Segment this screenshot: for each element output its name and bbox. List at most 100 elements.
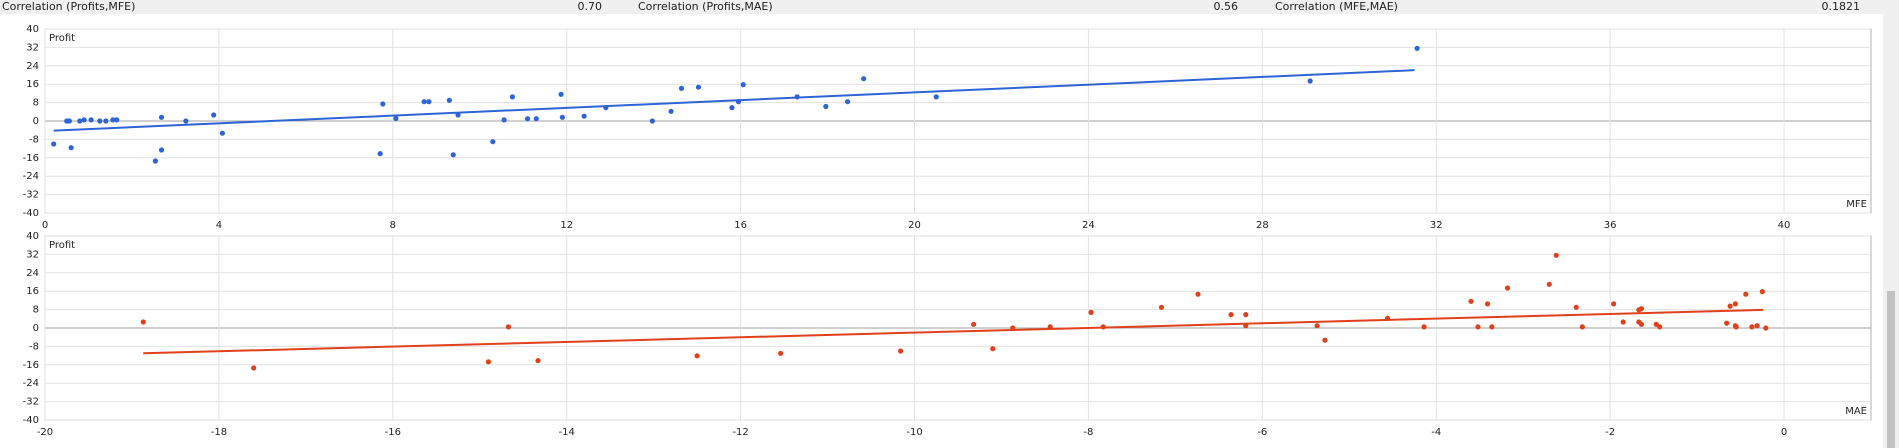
- x-tick-label: -16: [385, 427, 401, 438]
- point: [1314, 323, 1320, 329]
- x-tick-label: -2: [1605, 427, 1615, 438]
- x-tick-label: 40: [1778, 220, 1791, 231]
- point: [380, 101, 386, 107]
- point: [1724, 320, 1730, 326]
- y-tick-label: -8: [29, 134, 39, 145]
- y-tick-label: 40: [26, 231, 39, 242]
- point: [393, 115, 399, 122]
- corr-label: Correlation (Profits,MAE): [638, 0, 773, 13]
- point: [490, 139, 496, 145]
- point: [535, 358, 541, 364]
- point: [1579, 324, 1585, 330]
- point: [933, 94, 939, 100]
- x-tick-label: -12: [732, 427, 748, 438]
- point: [1759, 289, 1765, 295]
- point: [990, 346, 996, 352]
- point: [1743, 291, 1749, 297]
- point: [97, 118, 103, 124]
- point: [1657, 324, 1663, 330]
- point: [421, 99, 427, 105]
- y-tick-label: 8: [33, 98, 39, 109]
- point: [219, 130, 225, 136]
- point: [823, 103, 829, 110]
- y-tick-label: -16: [23, 153, 39, 164]
- x-tick-label: -14: [559, 427, 575, 438]
- corr-label: Correlation (Profits,MFE): [2, 0, 135, 13]
- point: [1638, 321, 1645, 327]
- point: [77, 118, 83, 124]
- y-axis-label: Profit: [49, 240, 75, 251]
- point: [1504, 285, 1511, 291]
- x-tick-label: 32: [1430, 220, 1443, 231]
- point: [450, 152, 456, 158]
- x-tick-label: -18: [211, 427, 227, 438]
- x-tick-label: 0: [42, 220, 48, 231]
- y-tick-label: 0: [33, 323, 39, 334]
- y-tick-label: 8: [33, 305, 39, 316]
- corr-value: 0.56: [1214, 0, 1239, 13]
- y-tick-label: -8: [29, 341, 39, 352]
- point: [446, 97, 452, 103]
- x-tick-label: 0: [1781, 427, 1787, 438]
- x-tick-label: 20: [908, 220, 921, 231]
- x-tick-label: 28: [1256, 220, 1269, 231]
- point: [509, 94, 515, 100]
- x-tick-label: 8: [390, 220, 396, 231]
- point: [1468, 298, 1474, 304]
- point: [1620, 319, 1626, 325]
- point: [158, 114, 165, 120]
- point: [377, 151, 383, 157]
- scrollbar-thumb[interactable]: [1887, 291, 1895, 448]
- point: [211, 112, 217, 118]
- y-tick-label: -40: [23, 415, 39, 426]
- point: [1307, 78, 1313, 84]
- y-tick-label: 40: [26, 24, 39, 35]
- point: [110, 117, 116, 123]
- x-tick-label: 12: [560, 220, 573, 231]
- point: [740, 82, 746, 88]
- point: [158, 147, 165, 153]
- point: [81, 117, 87, 123]
- point: [729, 105, 735, 111]
- y-tick-label: 24: [26, 61, 39, 72]
- point: [581, 113, 587, 119]
- y-tick-label: 24: [26, 268, 39, 279]
- y-tick-label: 16: [26, 79, 39, 90]
- point: [505, 324, 512, 330]
- point: [485, 359, 492, 365]
- point: [1243, 312, 1249, 318]
- point: [103, 118, 109, 124]
- x-tick-label: 24: [1082, 220, 1095, 231]
- point: [1546, 281, 1552, 287]
- point: [844, 99, 851, 105]
- x-tick-label: -8: [1083, 427, 1093, 438]
- point: [1732, 301, 1738, 307]
- point: [1727, 303, 1733, 309]
- point: [678, 85, 685, 91]
- y-tick-label: -24: [23, 378, 39, 389]
- point: [558, 91, 564, 97]
- point: [152, 158, 159, 164]
- point: [668, 108, 674, 114]
- point: [1322, 337, 1328, 343]
- x-axis-label: MFE: [1846, 199, 1867, 210]
- trend-line: [53, 69, 1415, 132]
- y-axis-label: Profit: [49, 33, 75, 44]
- point: [251, 365, 257, 371]
- point: [1749, 324, 1755, 330]
- point: [1484, 301, 1491, 307]
- point: [694, 353, 700, 359]
- x-tick-label: -4: [1431, 427, 1441, 438]
- point: [501, 117, 507, 123]
- point: [695, 84, 702, 90]
- point: [1754, 323, 1760, 329]
- point: [66, 118, 72, 124]
- point: [1733, 324, 1739, 330]
- x-tick-label: 36: [1604, 220, 1617, 231]
- x-tick-label: 4: [216, 220, 222, 231]
- corr-value: 0.1821: [1822, 0, 1861, 13]
- y-tick-label: 0: [33, 116, 39, 127]
- y-tick-label: -16: [23, 360, 39, 371]
- point: [1553, 252, 1559, 258]
